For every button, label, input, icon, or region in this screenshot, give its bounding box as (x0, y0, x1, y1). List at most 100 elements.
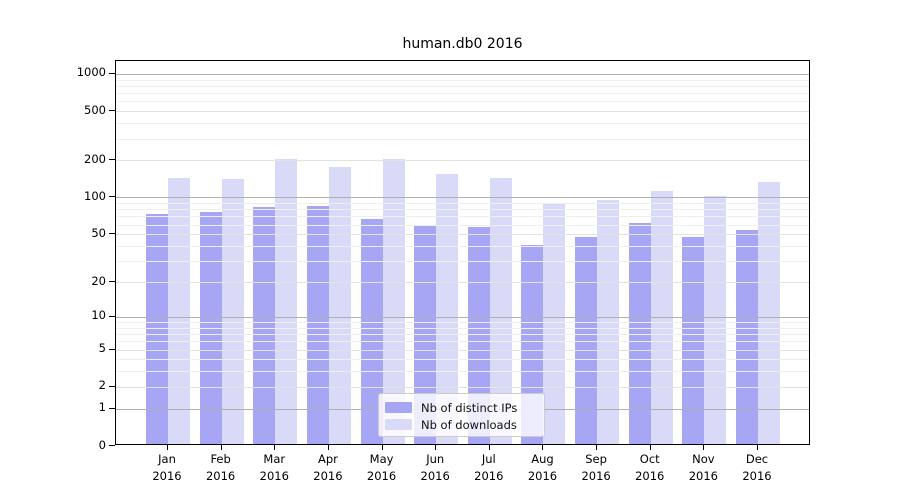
y-tick-mark (109, 315, 115, 317)
x-tick-mark (220, 445, 222, 450)
bar-downloads (436, 174, 459, 444)
y-gridline-major (116, 197, 809, 199)
bar-distinct-ips (306, 205, 329, 444)
bar-distinct-ips (253, 207, 276, 444)
y-gridline-minor (116, 327, 809, 329)
x-tick-label: Sep 2016 (581, 452, 611, 483)
bar-downloads (168, 178, 190, 444)
y-gridline-minor-labeled (116, 234, 809, 236)
x-tick-mark (167, 445, 168, 450)
y-gridline-minor (116, 246, 809, 247)
y-tick-label: 50 (91, 225, 106, 240)
y-tick-mark (109, 72, 115, 74)
y-tick-mark (109, 196, 115, 198)
x-tick-label: May 2016 (366, 452, 397, 483)
y-gridline-minor (116, 209, 809, 211)
x-tick-mark (274, 445, 276, 450)
y-tick-label: 100 (84, 188, 106, 203)
legend-row-distinct-ips: Nb of distinct IPs (385, 399, 536, 416)
y-gridline-minor (116, 261, 809, 263)
bar-downloads (275, 159, 298, 444)
bar-distinct-ips (146, 213, 168, 444)
legend: Nb of distinct IPs Nb of downloads (378, 393, 545, 437)
y-tick-mark (109, 348, 115, 350)
bar-downloads (543, 203, 566, 444)
bar-distinct-ips (575, 236, 598, 444)
bar-downloads (221, 178, 244, 444)
legend-swatch-distinct-ips (385, 402, 412, 413)
x-tick-label: Apr 2016 (313, 452, 343, 483)
y-gridline-minor (116, 371, 809, 373)
legend-label-downloads: Nb of downloads (421, 417, 517, 432)
y-tick-mark (109, 445, 115, 446)
x-tick-label: Dec 2016 (742, 452, 772, 483)
y-tick-mark (109, 233, 115, 235)
y-gridline-minor-labeled (116, 111, 809, 113)
x-tick-mark (649, 445, 651, 450)
bar-downloads (704, 195, 727, 444)
x-tick-mark (542, 445, 544, 450)
y-tick-label: 0 (98, 437, 106, 452)
x-tick-mark (757, 445, 758, 450)
y-tick-mark (109, 407, 115, 409)
y-gridline-minor-labeled (116, 160, 809, 162)
x-tick-label: Mar 2016 (259, 452, 289, 483)
bar-distinct-ips (736, 230, 758, 444)
plot-area (115, 60, 810, 445)
bar-downloads (489, 178, 512, 444)
y-gridline-minor (116, 359, 809, 361)
bar-distinct-ips (682, 236, 705, 444)
y-gridline-major (116, 316, 809, 318)
y-tick-label: 20 (91, 273, 106, 288)
y-gridline-minor (116, 123, 809, 125)
y-gridline-minor-labeled (116, 349, 809, 351)
x-tick-label: Oct 2016 (635, 452, 665, 483)
y-gridline-minor (116, 334, 809, 336)
x-tick-mark (435, 445, 437, 450)
y-gridline-minor-labeled (116, 386, 809, 388)
y-tick-label: 200 (84, 151, 106, 166)
y-gridline-minor (116, 216, 809, 218)
chart-title: human.db0 2016 (402, 36, 523, 52)
y-tick-mark (109, 159, 115, 161)
x-tick-mark (381, 445, 383, 450)
y-gridline-minor (116, 341, 809, 343)
bar-distinct-ips (628, 222, 651, 444)
y-tick-label: 2 (98, 378, 106, 393)
y-gridline-minor (116, 79, 809, 81)
y-gridline-minor (116, 203, 809, 205)
x-tick-mark (327, 445, 329, 450)
y-tick-mark (109, 110, 115, 112)
x-tick-mark (703, 445, 705, 450)
x-tick-mark (488, 445, 490, 450)
x-tick-label: Nov 2016 (688, 452, 718, 483)
y-gridline-minor (116, 321, 809, 323)
x-tick-label: Jun 2016 (420, 452, 450, 483)
bar-downloads (758, 182, 780, 444)
y-gridline-minor (116, 85, 809, 87)
y-gridline-minor (116, 138, 809, 140)
y-tick-label: 1 (98, 400, 106, 415)
x-tick-mark (596, 445, 598, 450)
legend-row-downloads: Nb of downloads (385, 416, 536, 433)
bar-downloads (382, 159, 405, 444)
y-gridline-minor (116, 93, 809, 95)
x-tick-label: Aug 2016 (527, 452, 558, 483)
legend-label-distinct-ips: Nb of distinct IPs (421, 400, 518, 415)
legend-swatch-downloads (385, 419, 412, 430)
y-tick-label: 10 (91, 308, 106, 323)
x-tick-label: Jan 2016 (152, 452, 182, 483)
bar-downloads (328, 166, 351, 444)
y-gridline-minor (116, 224, 809, 226)
y-tick-label: 1000 (76, 65, 106, 80)
y-gridline-minor (116, 101, 809, 103)
y-tick-mark (109, 281, 115, 283)
y-tick-label: 500 (84, 102, 106, 117)
y-gridline-minor-labeled (116, 282, 809, 284)
bar-distinct-ips (467, 227, 490, 444)
y-gridline-major (116, 73, 809, 75)
y-tick-label: 5 (98, 341, 106, 355)
x-tick-label: Jul 2016 (474, 452, 504, 483)
y-tick-mark (109, 385, 115, 387)
